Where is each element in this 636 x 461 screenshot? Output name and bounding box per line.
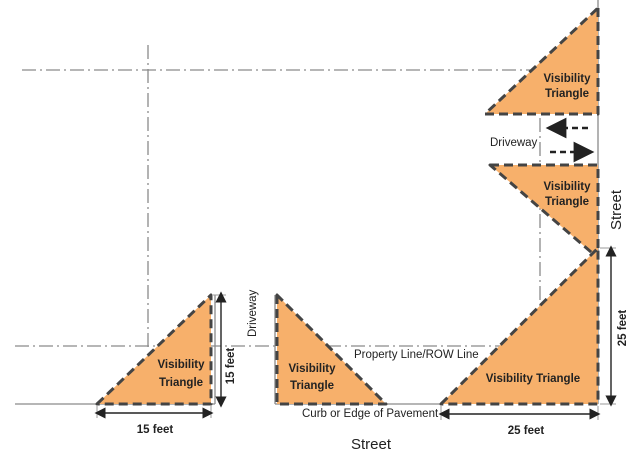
triangle-top-right-label-1: Visibility xyxy=(543,73,591,85)
triangle-center-label-2: Triangle xyxy=(290,380,334,392)
triangle-middle-right-label-1: Visibility xyxy=(543,181,591,193)
visibility-triangle-corner xyxy=(439,246,600,406)
visibility-triangle-center xyxy=(275,293,388,406)
curb-label: Curb or Edge of Pavement xyxy=(302,408,439,420)
triangle-corner-label: Visibility Triangle xyxy=(486,373,580,385)
visibility-triangle-left xyxy=(95,293,213,406)
triangle-middle-right-label-2: Triangle xyxy=(545,196,589,208)
triangle-left-label-1: Visibility xyxy=(157,359,205,371)
driveway-right-label: Driveway xyxy=(490,137,538,149)
dim-left-vertical-label: 15 feet xyxy=(225,348,237,385)
visibility-triangle-top-right xyxy=(483,6,600,116)
dim-corner-vertical-label: 25 feet xyxy=(617,310,629,347)
property-line-label: Property Line/ROW Line xyxy=(354,349,479,361)
driveway-left-label: Driveway xyxy=(247,289,259,337)
street-right-label: Street xyxy=(608,189,625,230)
triangle-top-right-label-2: Triangle xyxy=(545,88,589,100)
triangle-left-label-2: Triangle xyxy=(159,377,203,389)
street-bottom-label: Street xyxy=(351,436,392,453)
dim-left-horizontal-label: 15 feet xyxy=(137,424,174,436)
dim-corner-horizontal-label: 25 feet xyxy=(508,425,545,437)
triangle-center-label-1: Visibility xyxy=(288,363,336,375)
visibility-triangle-middle-right xyxy=(488,163,600,260)
